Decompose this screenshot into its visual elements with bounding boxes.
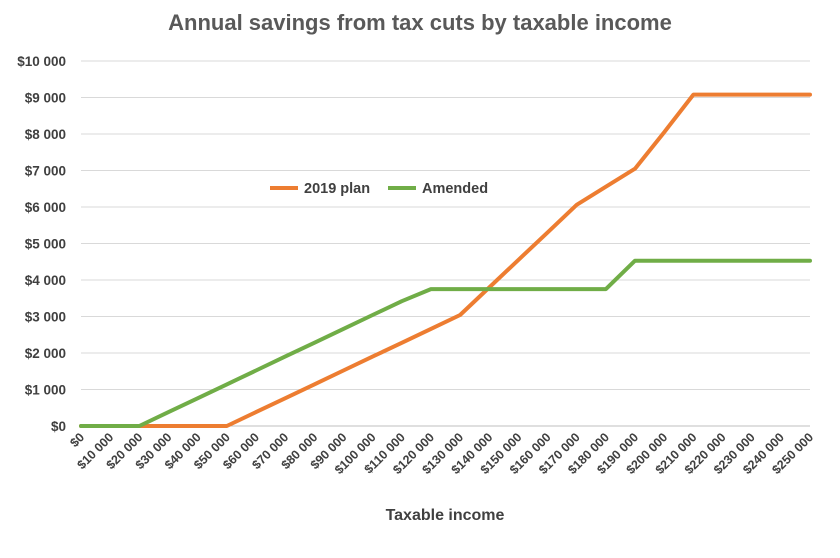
legend-label: Amended [422, 181, 488, 197]
gridlines [81, 60, 810, 427]
series-line-1 [79, 258, 812, 428]
y-tick-label: $2 000 [25, 346, 66, 361]
y-tick-label: $8 000 [25, 127, 66, 142]
chart-title: Annual savings from tax cuts by taxable … [168, 10, 672, 35]
y-tick-label: $5 000 [25, 237, 66, 252]
y-tick-label: $3 000 [25, 310, 66, 325]
y-tick-label: $1 000 [25, 383, 66, 398]
x-axis-label: Taxable income [386, 507, 505, 524]
y-tick-label: $6 000 [25, 200, 66, 215]
y-tick-label: $9 000 [25, 91, 66, 106]
y-tick-label: $7 000 [25, 164, 66, 179]
y-tick-label: $0 [51, 419, 66, 434]
y-axis-tick-labels: $0 $1 000 $2 000 $3 000 $4 000 $5 000 $6 000 $7… [17, 54, 66, 434]
y-tick-label: $4 000 [25, 273, 66, 288]
legend: 2019 plan Amended [270, 181, 488, 197]
legend-label: 2019 plan [304, 181, 370, 197]
series-line-0 [79, 92, 812, 428]
series-lines [79, 92, 812, 428]
x-tick-label: $0 [67, 430, 87, 450]
x-axis-tick-labels: $0$10 000$20 000$30 000$40 000$50 000$60… [67, 430, 816, 477]
y-tick-label: $10 000 [17, 54, 66, 69]
